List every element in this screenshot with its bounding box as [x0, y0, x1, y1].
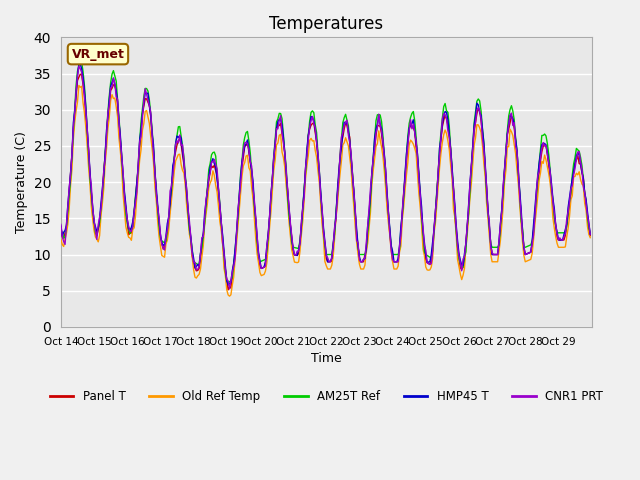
Title: Temperatures: Temperatures: [269, 15, 383, 33]
X-axis label: Time: Time: [311, 352, 342, 365]
Y-axis label: Temperature (C): Temperature (C): [15, 131, 28, 233]
Legend: Panel T, Old Ref Temp, AM25T Ref, HMP45 T, CNR1 PRT: Panel T, Old Ref Temp, AM25T Ref, HMP45 …: [45, 385, 607, 408]
Text: VR_met: VR_met: [72, 48, 124, 60]
